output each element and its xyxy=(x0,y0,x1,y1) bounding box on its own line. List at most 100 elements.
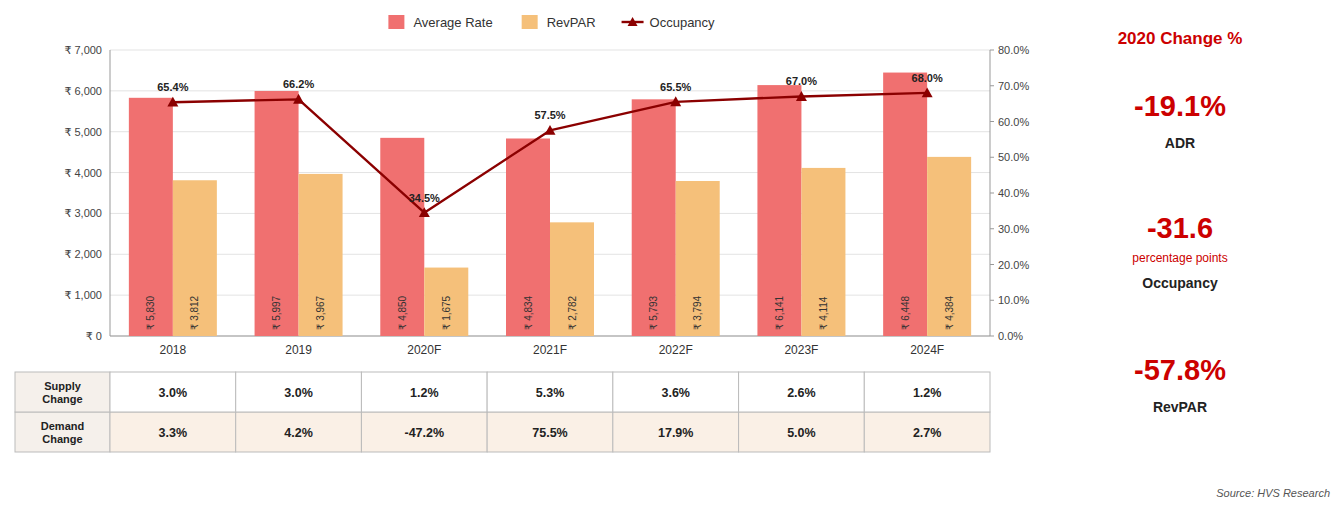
table-row-label-line: Supply xyxy=(44,380,82,392)
x-tick-label: 2020F xyxy=(407,343,441,357)
y2-tick-label: 50.0% xyxy=(998,151,1029,163)
y-tick-label: ₹ 6,000 xyxy=(64,85,102,97)
bar-label: ₹ 4,850 xyxy=(397,295,408,330)
legend-item: Average Rate xyxy=(388,15,492,30)
table-value: 3.0% xyxy=(284,386,313,400)
table-value: 3.0% xyxy=(159,386,188,400)
line-label: 34.5% xyxy=(409,192,440,204)
x-tick-label: 2024F xyxy=(910,343,944,357)
line-marker xyxy=(419,207,430,217)
line-marker xyxy=(922,87,933,97)
bar xyxy=(927,157,971,336)
x-tick-label: 2022F xyxy=(659,343,693,357)
table-cell xyxy=(739,412,865,452)
y2-tick-label: 60.0% xyxy=(998,116,1029,128)
panel-value: -31.6 xyxy=(1147,212,1213,244)
data-labels: ₹ 5,830₹ 5,997₹ 4,850₹ 4,834₹ 5,793₹ 6,1… xyxy=(145,72,954,330)
y-tick-label: ₹ 2,000 xyxy=(64,248,102,260)
table-cell xyxy=(613,372,739,412)
y2-tick xyxy=(990,300,994,301)
line-marker xyxy=(670,96,681,106)
bar xyxy=(173,180,217,336)
bar-label: ₹ 5,997 xyxy=(271,295,282,330)
y2-tick-label: 20.0% xyxy=(998,259,1029,271)
bar xyxy=(380,138,424,336)
line-label: 65.4% xyxy=(157,81,188,93)
table-value: 3.6% xyxy=(661,386,690,400)
legend-swatch xyxy=(388,15,404,29)
y2-tick-label: 40.0% xyxy=(998,187,1029,199)
table-value: 5.0% xyxy=(787,426,816,440)
table-cell xyxy=(110,372,236,412)
y2-axis-line xyxy=(990,50,991,336)
table-cell xyxy=(487,412,613,452)
panel-label: ADR xyxy=(1165,135,1195,151)
y2-tick xyxy=(990,193,994,194)
y2-tick xyxy=(990,85,994,86)
bar-label: ₹ 5,793 xyxy=(648,295,659,330)
chart: ₹ 0₹ 1,000₹ 2,000₹ 3,000₹ 4,000₹ 5,000₹ … xyxy=(0,0,1340,505)
table-cell xyxy=(864,412,990,452)
table-label-cell xyxy=(15,372,110,412)
bar xyxy=(129,98,173,336)
bar-label: ₹ 4,384 xyxy=(944,295,955,330)
bar xyxy=(676,181,720,336)
grid-line xyxy=(110,50,990,51)
legend-swatch xyxy=(522,15,538,29)
table: DemandChange3.3%4.2%-47.2%75.5%17.9%5.0%… xyxy=(15,372,990,452)
bar xyxy=(550,222,594,336)
bar-label: ₹ 4,114 xyxy=(818,296,829,330)
bar xyxy=(883,73,927,336)
bar xyxy=(506,138,550,336)
legend-label: Average Rate xyxy=(413,15,492,30)
line-label: 66.2% xyxy=(283,78,314,90)
bar xyxy=(801,168,845,336)
x-tick-label: 2023F xyxy=(784,343,818,357)
line-marker xyxy=(167,97,178,107)
y2-tick xyxy=(990,228,994,229)
line-label: 67.0% xyxy=(786,75,817,87)
table-cell xyxy=(487,372,613,412)
panel-value: -19.1% xyxy=(1134,90,1226,122)
table-value: 1.2% xyxy=(410,386,439,400)
source: Source: HVS Research xyxy=(1216,487,1330,499)
bar-label: ₹ 5,830 xyxy=(145,295,156,330)
table-value: 1.2% xyxy=(913,386,942,400)
y2-tick xyxy=(990,336,994,337)
bar-label: ₹ 2,782 xyxy=(567,295,578,330)
table-cell xyxy=(739,372,865,412)
y-tick-label: ₹ 1,000 xyxy=(64,289,102,301)
y2-tick xyxy=(990,50,994,51)
line-marker xyxy=(796,91,807,101)
legend-label: Occupancy xyxy=(650,15,716,30)
line-marker xyxy=(293,94,304,104)
y-axis-line xyxy=(110,50,111,336)
line-label: 57.5% xyxy=(534,109,565,121)
line-label: 68.0% xyxy=(912,72,943,84)
x-tick-label: 2021F xyxy=(533,343,567,357)
table-cell xyxy=(361,372,487,412)
bar-label: ₹ 6,448 xyxy=(900,295,911,330)
y-tick-label: ₹ 3,000 xyxy=(64,207,102,219)
table-value: 3.3% xyxy=(159,426,188,440)
table-value: 2.6% xyxy=(787,386,816,400)
y2-tick-label: 80.0% xyxy=(998,44,1029,56)
table-cell xyxy=(236,372,362,412)
bar xyxy=(424,268,468,336)
table-value: 75.5% xyxy=(532,426,567,440)
axes: ₹ 0₹ 1,000₹ 2,000₹ 3,000₹ 4,000₹ 5,000₹ … xyxy=(64,44,1029,357)
panel-label: RevPAR xyxy=(1153,399,1207,415)
y2-tick xyxy=(990,121,994,122)
bar-label: ₹ 3,812 xyxy=(189,295,200,330)
bar xyxy=(299,174,343,336)
y2-tick-label: 0.0% xyxy=(998,330,1023,342)
panel-label: Occupancy xyxy=(1142,275,1218,291)
line xyxy=(173,93,927,213)
table-cell xyxy=(236,412,362,452)
grid-line xyxy=(110,90,990,91)
table-label-cell xyxy=(15,412,110,452)
legend-item: Occupancy xyxy=(622,15,716,30)
change-panel: 2020 Change %-19.1%ADR-31.6percentage po… xyxy=(1118,29,1243,415)
table-value: 5.3% xyxy=(536,386,565,400)
table-value: 4.2% xyxy=(284,426,313,440)
